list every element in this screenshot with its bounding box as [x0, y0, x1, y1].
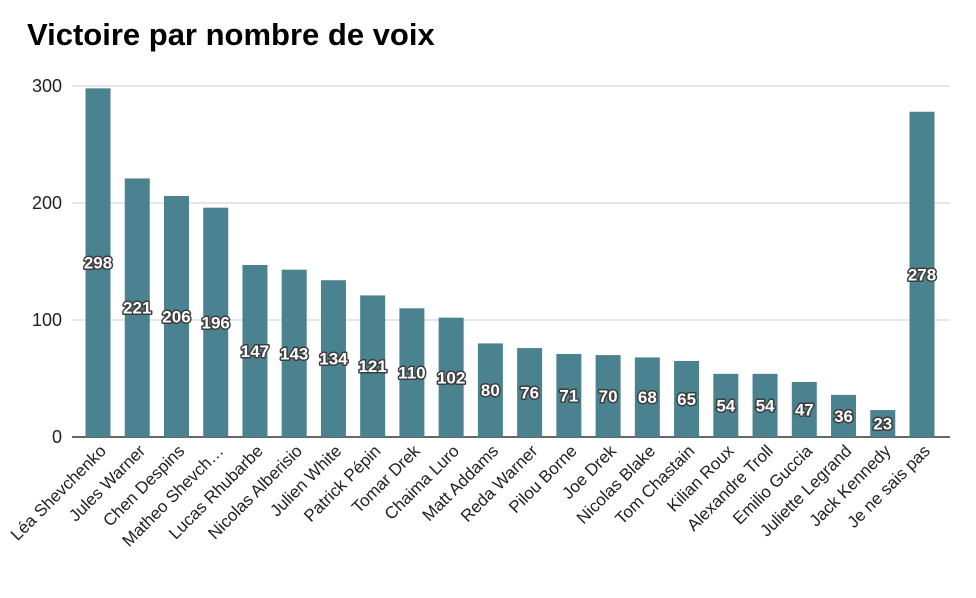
bar	[909, 111, 935, 438]
data-label: 196	[202, 313, 230, 332]
data-label: 47	[795, 401, 814, 420]
data-label: 278	[908, 265, 936, 284]
bar	[163, 195, 189, 437]
y-axis: 0 100 200 300	[32, 76, 62, 447]
data-label: 110	[398, 364, 425, 383]
data-label: 71	[559, 386, 578, 405]
data-label: 206	[162, 307, 190, 326]
bar	[203, 207, 229, 437]
data-label: 80	[481, 381, 500, 400]
bar	[438, 317, 464, 437]
data-label: 221	[123, 299, 151, 318]
bars	[85, 88, 935, 438]
y-tick-label: 200	[32, 193, 62, 213]
data-label: 102	[437, 368, 465, 387]
chart-title: Victoire par nombre de voix	[27, 17, 435, 52]
data-label: 143	[280, 344, 308, 363]
bar	[713, 373, 739, 437]
data-label: 23	[873, 415, 892, 434]
data-label: 134	[319, 350, 348, 369]
data-label: 70	[599, 387, 618, 406]
data-label: 298	[84, 254, 112, 273]
bar	[556, 353, 582, 437]
y-tick-label: 100	[32, 310, 62, 330]
bar	[595, 355, 621, 437]
bar	[124, 178, 150, 437]
bar	[399, 308, 425, 437]
data-label: 65	[677, 390, 696, 409]
data-label: 147	[241, 342, 269, 361]
y-tick-label: 0	[52, 427, 62, 447]
bar	[674, 360, 700, 437]
bar	[752, 373, 778, 437]
bar	[517, 348, 543, 437]
data-label: 68	[638, 388, 657, 407]
data-labels: 298 221 206 196 147 143 134 121 110 102 80 76 71 70 68…	[82, 252, 937, 435]
bar	[634, 357, 660, 437]
bar	[242, 265, 268, 437]
bar	[85, 88, 111, 437]
bar	[477, 343, 503, 437]
bar	[791, 382, 817, 437]
data-label: 76	[520, 384, 539, 403]
bar	[360, 295, 386, 437]
bar	[831, 394, 857, 437]
data-label: 121	[358, 357, 386, 376]
y-tick-label: 300	[32, 76, 62, 96]
data-label: 54	[756, 396, 775, 415]
data-label: 54	[716, 396, 735, 415]
bar	[870, 410, 896, 437]
data-label: 36	[834, 407, 853, 426]
bar	[320, 280, 346, 437]
bar	[281, 269, 307, 437]
